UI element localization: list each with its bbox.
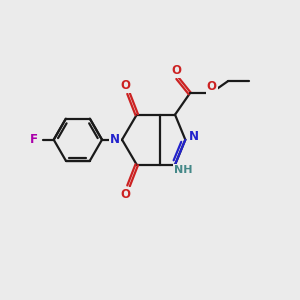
Text: O: O bbox=[120, 188, 130, 201]
Text: N: N bbox=[110, 133, 120, 146]
Text: NH: NH bbox=[174, 165, 193, 175]
Text: F: F bbox=[30, 133, 38, 146]
Text: O: O bbox=[171, 64, 181, 77]
Text: O: O bbox=[207, 80, 217, 94]
Text: N: N bbox=[189, 130, 199, 143]
Text: O: O bbox=[120, 79, 130, 92]
